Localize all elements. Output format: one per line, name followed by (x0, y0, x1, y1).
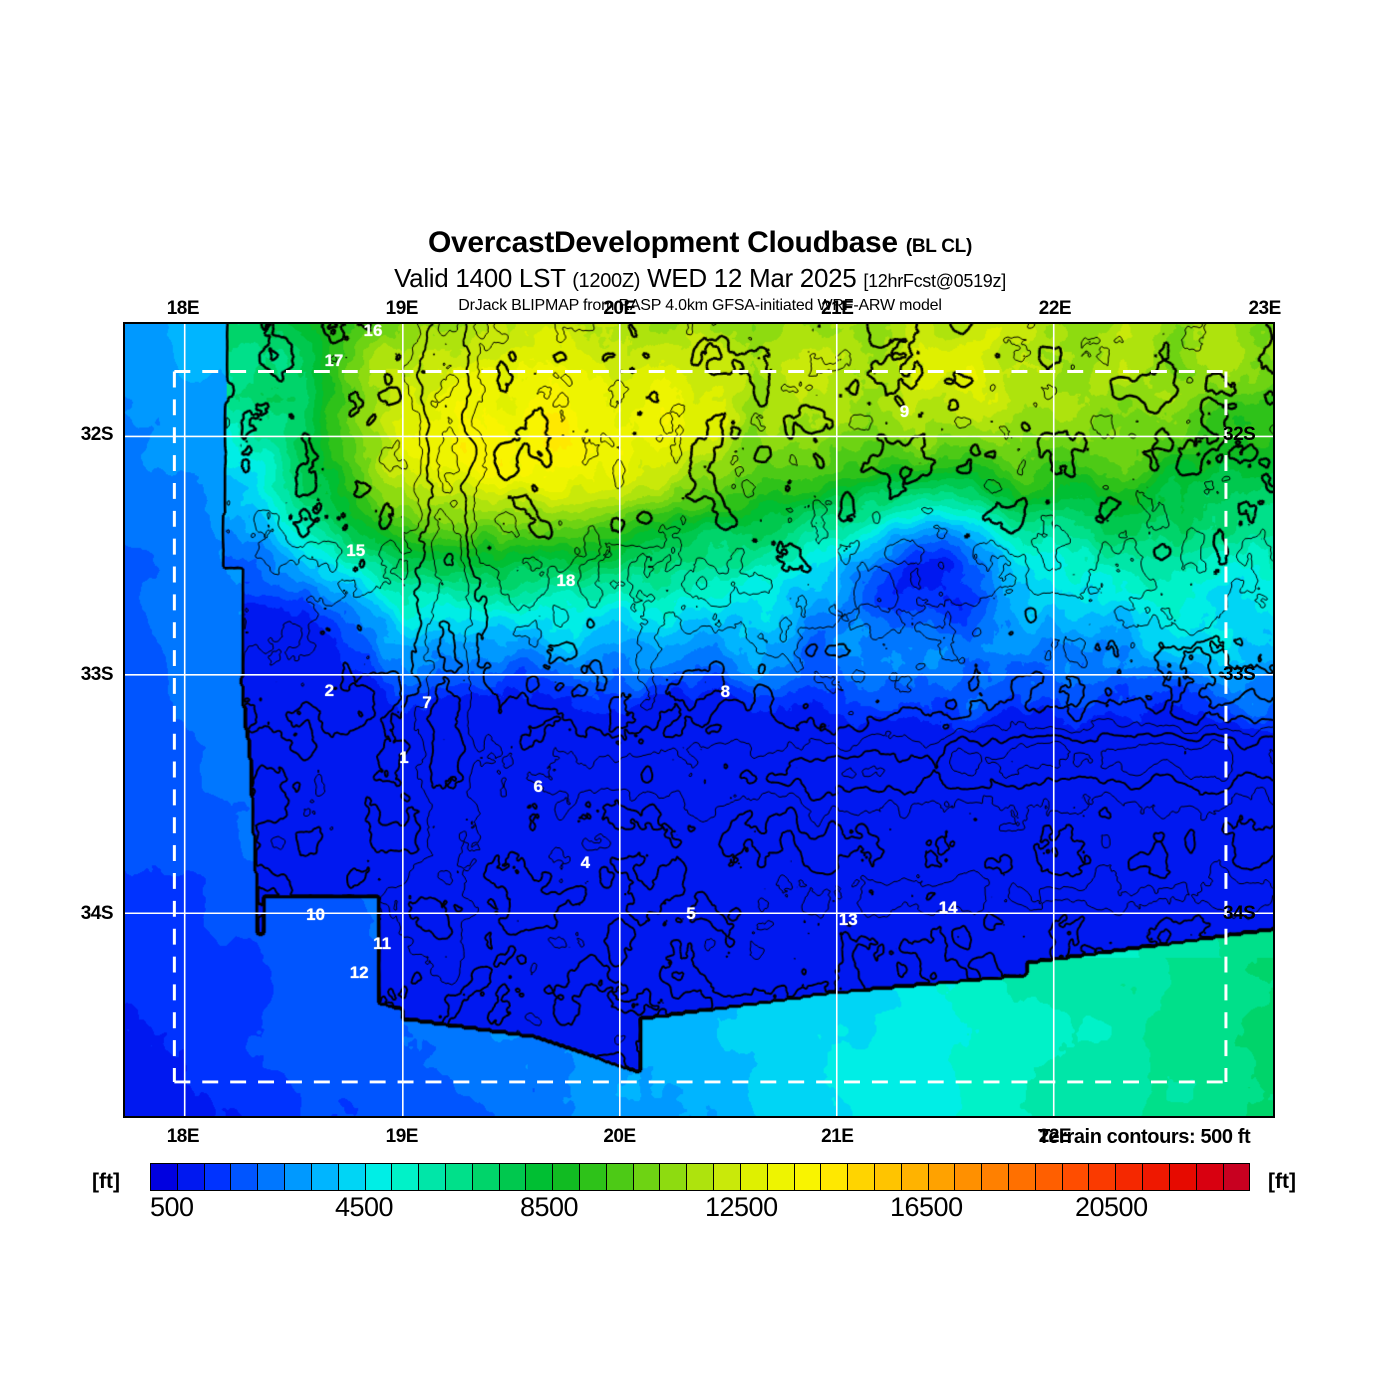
colorbar-cell (1143, 1164, 1170, 1190)
colorbar-cell (472, 1164, 500, 1190)
colorbar-cell (1089, 1164, 1117, 1190)
colorbar-cell (794, 1164, 822, 1190)
colorbar-tick-label: 16500 (890, 1192, 963, 1222)
colorbar-cell (231, 1164, 259, 1190)
colorbar-cell (874, 1164, 902, 1190)
colorbar-cell (553, 1164, 580, 1190)
colorbar-cell (392, 1164, 420, 1190)
colorbar-unit-left: [ft] (92, 1170, 120, 1193)
axis-tick-label: 34S (1223, 903, 1256, 925)
colorbar-cell (687, 1164, 715, 1190)
title-main-text: OvercastDevelopment Cloudbase (428, 226, 898, 259)
colorbar-tick-label: 12500 (705, 1192, 778, 1222)
valid-time-line: Valid 1400 LST (1200Z) WED 12 Mar 2025 [… (0, 264, 1400, 296)
colorbar-cell (365, 1164, 393, 1190)
colorbar-cell (258, 1164, 286, 1190)
axis-tick-label: 22E (1038, 298, 1072, 319)
axis-tick-label: 18E (166, 1126, 200, 1147)
axis-tick-label: 21E (821, 1126, 854, 1147)
colorbar-tick-label: 4500 (335, 1192, 394, 1222)
colorbar-cell (580, 1164, 607, 1190)
valid-zulu: (1200Z) (572, 270, 641, 292)
axis-tick-label: 33S (1223, 663, 1256, 685)
title-main-suffix: (BL CL) (905, 236, 972, 257)
title-block: OvercastDevelopment Cloudbase (BL CL) Va… (0, 226, 1400, 316)
axis-tick-label: 20E (603, 298, 636, 319)
terrain-contour-note: Terrain contours: 500 ft (1038, 1126, 1251, 1148)
map-overlay-gridlines (125, 324, 1273, 1116)
axis-tick-label: 20E (603, 1126, 636, 1147)
axis-tick-label: 22E (1038, 1126, 1072, 1147)
axis-tick-label: 21E (821, 298, 854, 319)
colorbar-cell (1196, 1164, 1224, 1190)
colorbar-cell (714, 1164, 741, 1190)
colorbar-cell (285, 1164, 312, 1190)
cloudbase-heatmap-canvas (125, 324, 1273, 1116)
colorbar-cell (1009, 1164, 1036, 1190)
colorbar-cell (660, 1164, 688, 1190)
colorbar-cell (740, 1164, 768, 1190)
axis-tick-label: 34S (80, 903, 114, 925)
colorbar-cell (151, 1164, 178, 1190)
colorbar-cell (955, 1164, 983, 1190)
colorbar-cell (633, 1164, 661, 1190)
axis-tick-label: 19E (385, 1126, 419, 1147)
colorbar-cell (311, 1164, 339, 1190)
colorbar-cell (1035, 1164, 1063, 1190)
colorbar-cell (204, 1164, 232, 1190)
colorbar-cell (1223, 1164, 1250, 1190)
colorbar-cell (606, 1164, 634, 1190)
colorbar-unit-right: [ft] (1268, 1170, 1296, 1193)
colorbar-cell (177, 1164, 205, 1190)
colorbar-tick-label: 8500 (520, 1192, 579, 1222)
colorbar-cell (1062, 1164, 1090, 1190)
colorbar[interactable] (150, 1163, 1250, 1191)
forecast-tag: [12hrFcst@0519z] (863, 271, 1006, 291)
page-title: OvercastDevelopment Cloudbase (BL CL) (0, 226, 1400, 264)
colorbar-cell (928, 1164, 956, 1190)
colorbar-cell (419, 1164, 446, 1190)
colorbar-cell (848, 1164, 875, 1190)
forecast-map[interactable]: 1 2 4 5 6 7 8 9 10 11 12 13 14 15 16 17 18 (123, 322, 1275, 1118)
colorbar-cell (767, 1164, 795, 1190)
axis-tick-label: 23E (1248, 298, 1281, 319)
colorbar-tick-label: 500 (150, 1192, 194, 1222)
colorbar-tick-label: 20500 (1075, 1192, 1148, 1222)
colorbar-cell (499, 1164, 527, 1190)
valid-prefix: Valid 1400 LST (394, 263, 566, 293)
colorbar-cell (338, 1164, 366, 1190)
axis-tick-label: 33S (80, 663, 114, 685)
colorbar-cell (526, 1164, 554, 1190)
axis-tick-label: 18E (166, 298, 200, 319)
colorbar-cell (445, 1164, 473, 1190)
axis-tick-label: 32S (80, 424, 114, 446)
colorbar-cell (1169, 1164, 1197, 1190)
axis-tick-label: 19E (385, 298, 419, 319)
colorbar-cell (982, 1164, 1009, 1190)
axis-tick-label: 32S (1223, 424, 1256, 446)
colorbar-cell (1116, 1164, 1144, 1190)
colorbar-cell (821, 1164, 849, 1190)
colorbar-cell (901, 1164, 929, 1190)
valid-date: WED 12 Mar 2025 (647, 263, 857, 293)
model-attribution: DrJack BLIPMAP from RASP 4.0km GFSA-init… (458, 297, 942, 314)
